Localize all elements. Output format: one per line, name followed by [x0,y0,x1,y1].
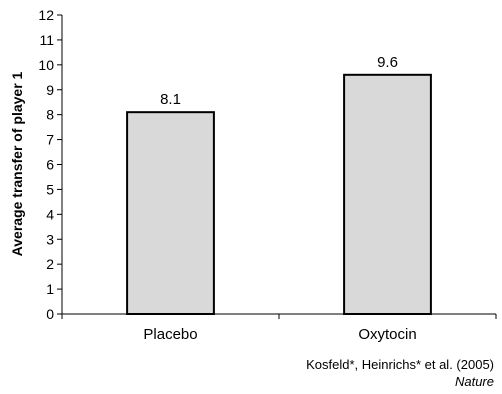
y-tick-label: 10 [38,57,54,73]
bars [126,73,432,315]
y-axis-label: Average transfer of player 1 [9,71,25,256]
y-tick-label: 12 [38,7,54,23]
category-label-placebo: Placebo [143,326,197,343]
y-tick-label: 5 [46,181,54,197]
y-tick-label: 8 [46,107,54,123]
data-label-placebo: 8.1 [160,91,181,108]
y-tick-label: 2 [46,256,54,272]
bar-oxytocin [343,73,432,315]
citation: Kosfeld*, Heinrichs* et al. (2005) Natur… [306,356,494,390]
y-tick-label: 1 [46,281,54,297]
bar-placebo [126,111,215,315]
y-tick-label: 11 [39,32,54,48]
y-tick-label: 0 [46,306,54,322]
category-label-oxytocin: Oxytocin [358,326,416,343]
citation-authors: Kosfeld*, Heinrichs* et al. (2005) [306,357,494,372]
y-tick-label: 6 [46,157,54,173]
x-axis: Placebo Oxytocin [61,313,497,343]
y-tick-label: 4 [46,206,54,222]
data-labels: 8.1 9.6 [160,54,398,108]
data-label-oxytocin: 9.6 [377,54,398,71]
y-tick-label: 9 [46,82,54,98]
citation-journal: Nature [454,374,494,389]
y-tick-label: 3 [46,231,54,247]
y-tick-label: 7 [46,132,54,148]
